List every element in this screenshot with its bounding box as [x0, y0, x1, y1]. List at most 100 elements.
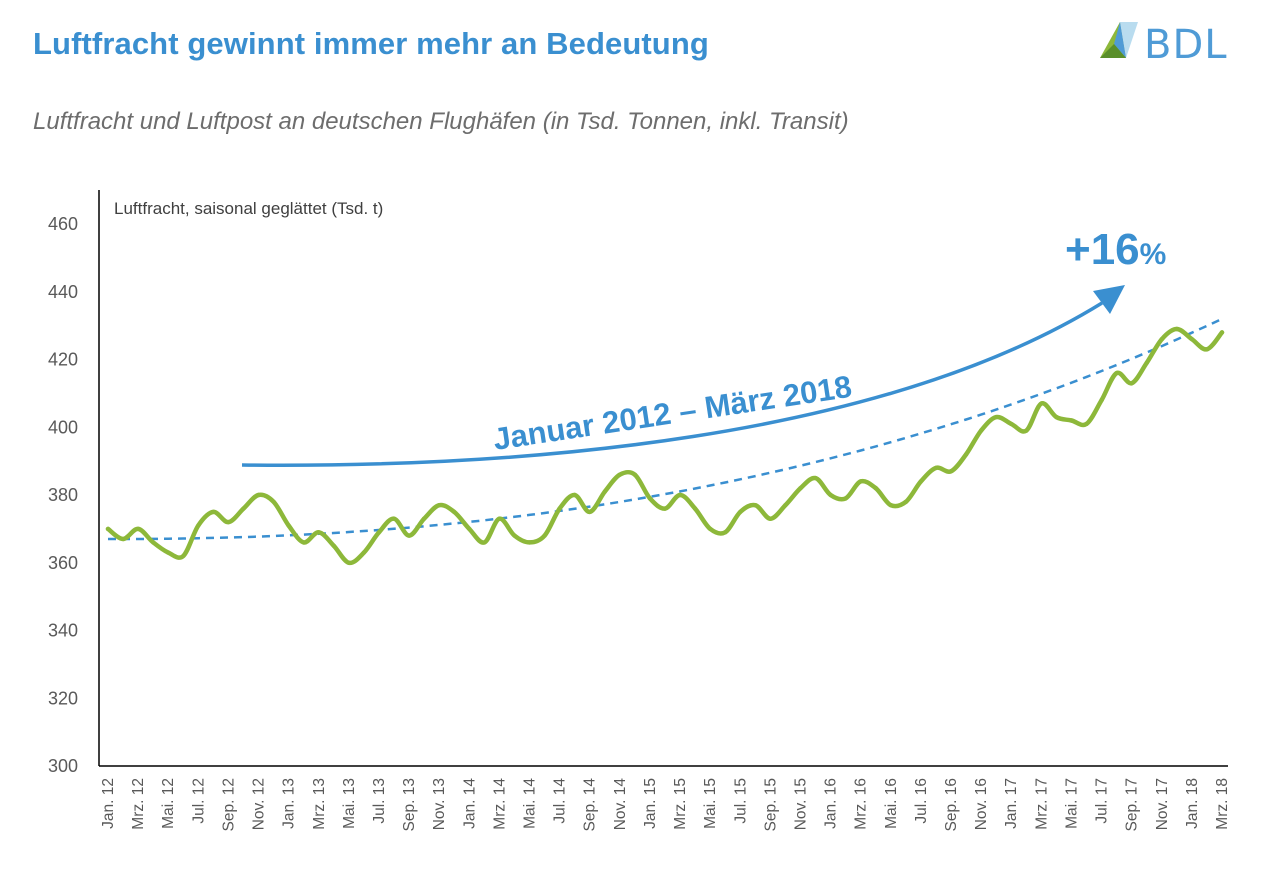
x-tick-label: Jul. 13 [371, 778, 388, 824]
data-point [316, 530, 321, 535]
x-tick-label: Jan. 12 [100, 778, 117, 829]
data-point [166, 550, 171, 555]
data-point [798, 486, 803, 491]
x-tick-label: Sep. 17 [1124, 778, 1141, 831]
x-tick-label: Mai. 16 [883, 778, 900, 829]
data-point [617, 472, 622, 477]
bdl-logo-text: BDL [1144, 22, 1228, 68]
series-points [105, 326, 1225, 565]
data-point [632, 472, 638, 477]
x-tick-label: Jul. 17 [1094, 778, 1111, 824]
data-point [1024, 428, 1029, 433]
data-point [692, 506, 698, 511]
data-point [512, 533, 517, 538]
x-tick-label: Nov. 12 [251, 778, 268, 830]
x-tick-label: Jul. 12 [190, 778, 207, 824]
y-tick-label: 440 [48, 282, 78, 302]
x-tick-label: Mai. 15 [702, 778, 719, 829]
data-point [933, 465, 939, 471]
data-point [828, 492, 833, 498]
x-tick-label: Sep. 14 [582, 778, 599, 832]
data-point [135, 526, 141, 532]
data-point [918, 479, 924, 484]
data-point [211, 509, 216, 515]
x-tick-label: Nov. 16 [973, 778, 990, 830]
y-tick-label: 420 [48, 350, 78, 370]
data-point [602, 489, 607, 494]
data-point [677, 492, 683, 498]
data-point [572, 492, 577, 498]
data-point [753, 503, 758, 508]
growth-value-unit: % [1140, 238, 1167, 271]
y-tick-label: 400 [48, 417, 78, 437]
x-tick-label: Jan. 15 [642, 778, 659, 829]
x-tick-label: Mrz. 18 [1214, 778, 1231, 830]
data-point [647, 496, 653, 501]
data-point [557, 506, 562, 511]
x-tick-label: Mrz. 17 [1033, 778, 1050, 830]
y-tick-label: 460 [48, 214, 78, 234]
data-point [331, 543, 336, 548]
data-point [813, 475, 818, 481]
x-tick-label: Sep. 16 [943, 778, 960, 831]
x-tick-label: Jul. 15 [732, 778, 749, 824]
bdl-logo: BDL [1096, 16, 1236, 68]
data-point [376, 530, 382, 535]
x-tick-label: Mrz. 12 [130, 778, 147, 830]
chart-axes [98, 190, 1228, 767]
y-tick-label: 380 [48, 485, 78, 505]
x-tick-label: Jul. 14 [552, 778, 569, 824]
x-tick-label: Mai. 13 [341, 778, 358, 829]
data-point [1189, 337, 1195, 342]
data-point [738, 509, 743, 515]
data-point [1054, 414, 1059, 420]
data-point [1159, 337, 1165, 342]
data-point [256, 492, 261, 498]
x-tick-label: Sep. 15 [762, 778, 779, 831]
x-ticks: Jan. 12 Mrz. 12 Mai. 12 Jul. 12 Sep. 12 Nov. … [100, 778, 1231, 832]
data-point [1084, 421, 1089, 427]
x-tick-label: Mrz. 15 [672, 778, 689, 830]
growth-arrowhead [1093, 285, 1125, 314]
data-point [903, 499, 909, 504]
data-point [181, 553, 186, 559]
data-point [723, 530, 728, 535]
x-tick-label: Mrz. 13 [311, 778, 328, 830]
data-point [452, 509, 457, 515]
x-tick-label: Jan. 18 [1184, 778, 1201, 829]
data-point [994, 414, 999, 420]
data-point [1114, 370, 1119, 376]
x-tick-label: Mrz. 14 [491, 778, 508, 830]
y-ticks: 300 320 340 360 380 400 420 440 460 [48, 214, 78, 776]
data-point [271, 499, 276, 504]
data-point [783, 503, 788, 508]
x-tick-label: Mai. 17 [1063, 778, 1080, 829]
series-line [105, 326, 1225, 566]
data-point [1129, 381, 1134, 386]
x-tick-label: Mrz. 16 [853, 778, 870, 830]
data-point [527, 540, 532, 545]
data-point [542, 533, 547, 538]
data-point [120, 536, 126, 542]
x-tick-label: Nov. 17 [1154, 778, 1171, 830]
data-point [1204, 347, 1210, 352]
data-point [1009, 421, 1014, 427]
data-point [1039, 401, 1044, 406]
x-tick-label: Nov. 14 [612, 778, 629, 831]
x-tick-label: Jan. 16 [823, 778, 840, 829]
data-point [1099, 397, 1104, 403]
y-axis-label: Luftfracht, saisonal geglättet (Tsd. t) [114, 199, 383, 218]
x-tick-label: Jan. 14 [461, 778, 478, 829]
data-point [467, 526, 472, 532]
data-point [873, 486, 878, 491]
x-tick-label: Sep. 12 [220, 778, 237, 831]
range-label: Januar 2012 – März 2018 [491, 369, 854, 457]
data-point [421, 516, 427, 521]
data-point [497, 516, 502, 521]
data-point [406, 533, 412, 538]
data-point [482, 540, 487, 545]
data-point [1174, 326, 1180, 332]
data-point [105, 526, 111, 532]
data-point [226, 519, 231, 525]
